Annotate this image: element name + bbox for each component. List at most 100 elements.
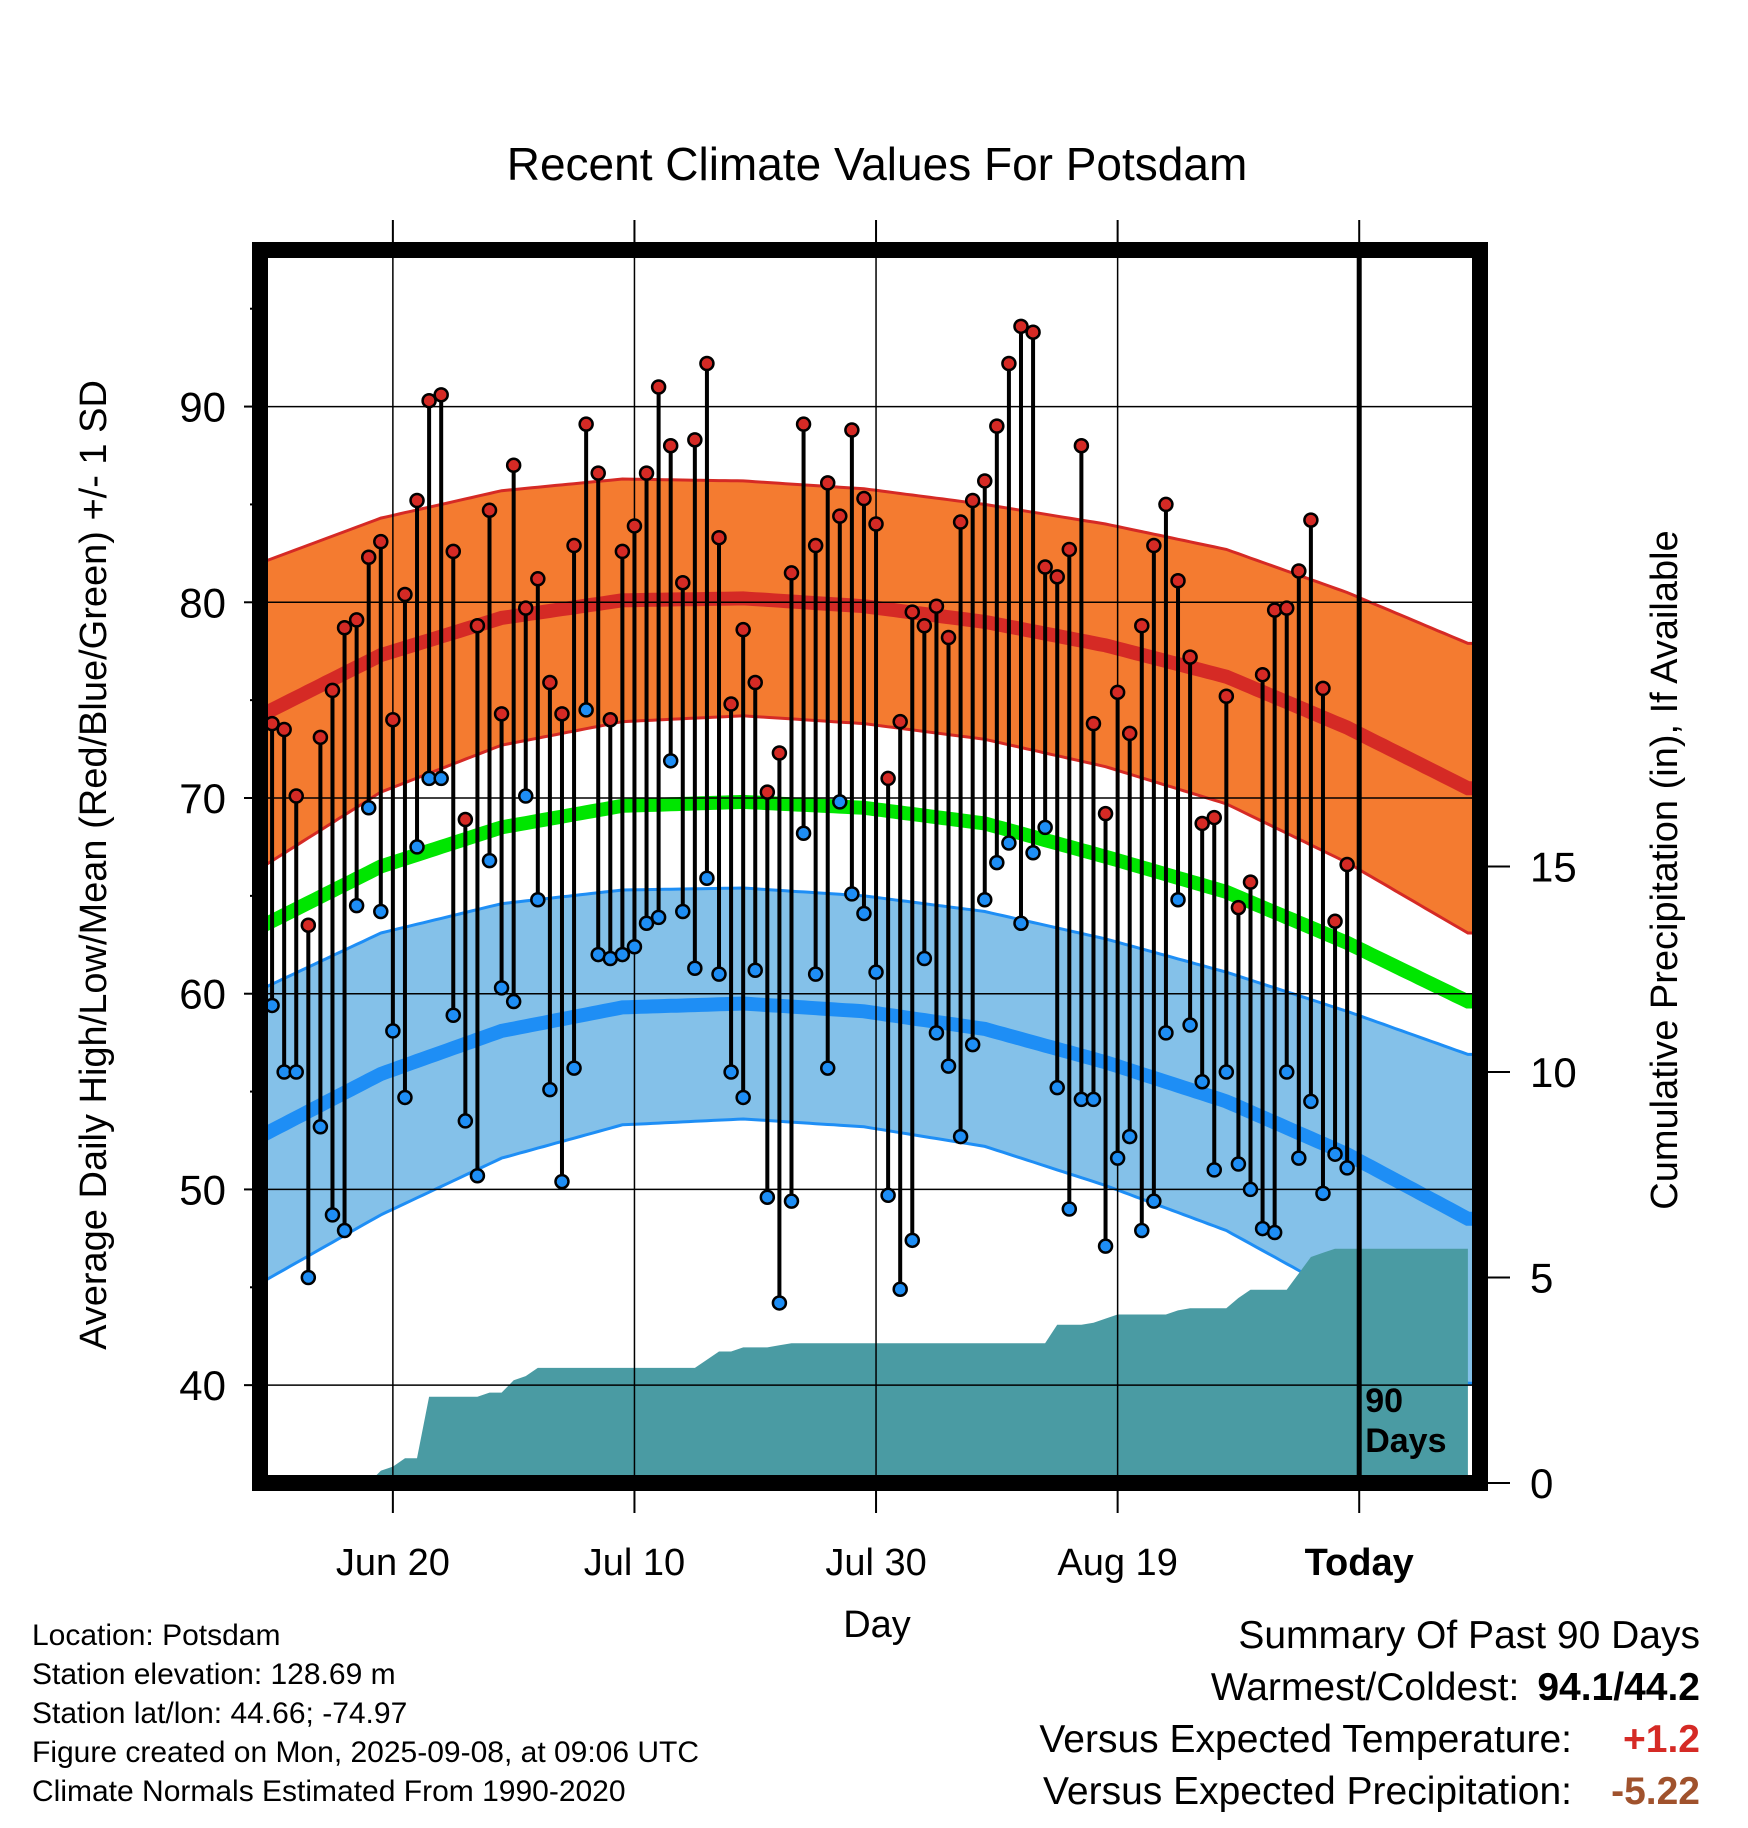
daily-low-point [711, 966, 727, 982]
low-band-lower-edge [260, 1117, 1480, 1385]
daily-low-point [735, 1089, 751, 1106]
daily-low-point [1025, 845, 1041, 861]
y2-tick-label: 15 [1530, 844, 1577, 891]
daily-high-point [614, 543, 631, 560]
daily-low-point [699, 870, 715, 886]
daily-high-point [1242, 874, 1259, 890]
daily-high-point [445, 543, 462, 560]
daily-low-point [614, 946, 631, 963]
summary-warmest-coldest: Warmest/Coldest: 94.1/44.2 [1039, 1662, 1700, 1714]
daily-high-point [517, 600, 534, 616]
daily-high-point [1278, 600, 1295, 616]
summary-title: Summary Of Past 90 Days [1238, 1614, 1700, 1657]
daily-high-point [1025, 324, 1041, 340]
daily-high-point [650, 379, 667, 395]
daily-high-point [300, 917, 317, 933]
daily-low-point [1303, 1093, 1319, 1110]
daily-low-point [928, 1025, 945, 1041]
daily-high-point [1013, 318, 1029, 335]
daily-high-point [1291, 563, 1307, 579]
daily-low-point [807, 966, 824, 982]
figure-created: Figure created on Mon, 2025-09-08, at 09… [32, 1736, 700, 1769]
daily-low-point [1339, 1160, 1355, 1176]
daily-high-point [578, 416, 594, 432]
daily-high-point [1061, 541, 1078, 558]
daily-high-point [421, 392, 437, 409]
station-info: Location: Potsdam Station elevation: 128… [32, 1616, 699, 1811]
daily-high-point [1315, 680, 1331, 697]
x-axis-label: Day [843, 1604, 911, 1646]
daily-high-point [1109, 684, 1126, 701]
daily-low-point [312, 1119, 329, 1135]
daily-low-point [1013, 915, 1029, 932]
daily-low-point [723, 1064, 739, 1080]
station-elevation: Station elevation: 128.69 m [32, 1658, 396, 1691]
daily-high-point [952, 514, 969, 530]
daily-high-point [1254, 666, 1271, 683]
daily-low-point [952, 1128, 969, 1145]
daily-low-point [1097, 1238, 1114, 1254]
y2-tick-label: 5 [1530, 1255, 1553, 1302]
temperature-departure-label: Versus Expected Temperature: [1039, 1718, 1572, 1761]
daily-low-point [505, 993, 522, 1010]
daily-high-point [493, 706, 510, 722]
daily-low-point [397, 1089, 413, 1106]
daily-low-point [445, 1007, 462, 1023]
y2-axis-label: Cumulative Precipitation (in), If Availa… [1644, 530, 1686, 1209]
daily-low-point [916, 950, 933, 967]
daily-low-point [1049, 1079, 1065, 1096]
daily-high-point [892, 713, 908, 730]
daily-low-point [687, 960, 703, 977]
daily-high-point [723, 696, 739, 712]
daily-high-point [566, 537, 582, 554]
daily-low-point [964, 1036, 981, 1053]
daily-low-point [324, 1207, 341, 1223]
daily-high-point [324, 682, 341, 699]
x-tick-label: Today [1305, 1542, 1414, 1584]
warmest-coldest-label: Warmest/Coldest: [1210, 1666, 1520, 1709]
daily-low-point [360, 800, 377, 816]
daily-low-point [300, 1269, 317, 1286]
daily-high-point [530, 571, 546, 587]
daily-high-point [602, 711, 619, 728]
daily-low-point [759, 1189, 776, 1206]
daily-high-point [844, 422, 860, 438]
daily-low-point [1109, 1150, 1126, 1166]
daily-high-point [457, 811, 474, 828]
daily-high-point [373, 533, 389, 550]
daily-low-point [904, 1232, 921, 1249]
x-tick-label: Jun 20 [336, 1542, 450, 1584]
y-tick-label: 50 [179, 1166, 226, 1213]
warmest-coldest-value: 94.1/44.2 [1537, 1666, 1700, 1709]
daily-low-point [1182, 1017, 1198, 1033]
daily-high-point [735, 621, 751, 638]
x-tick-label: Aug 19 [1057, 1542, 1177, 1584]
daily-low-point [675, 903, 691, 920]
daily-low-point [1242, 1181, 1259, 1198]
daily-high-point [1327, 913, 1343, 930]
daily-low-point [1291, 1150, 1307, 1166]
daily-high-point [1037, 559, 1053, 575]
daily-low-point [517, 788, 534, 804]
daily-high-point [880, 770, 896, 787]
daily-high-point [1073, 437, 1090, 454]
high-band-upper-edge [260, 477, 1480, 645]
daily-low-point [542, 1081, 558, 1098]
daily-low-point [892, 1281, 908, 1297]
daily-high-point [1134, 618, 1150, 634]
daily-high-point [1146, 537, 1162, 554]
daily-high-point [385, 711, 401, 728]
summary-temperature: Versus Expected Temperature: +1.2 [1039, 1714, 1700, 1766]
daily-high-point [771, 745, 788, 761]
daily-low-point [288, 1064, 304, 1080]
daily-high-point [711, 529, 727, 546]
daily-low-point [1146, 1193, 1162, 1209]
daily-low-point [1121, 1128, 1138, 1145]
daily-high-point [699, 355, 715, 372]
daily-high-point [819, 475, 836, 491]
y-axis-label: Average Daily High/Low/Mean (Red/Blue/Gr… [73, 380, 115, 1350]
daily-low-point [626, 938, 643, 955]
normal-mean-line [260, 794, 1480, 1009]
daily-low-point [1037, 819, 1053, 836]
y-tick-label: 80 [179, 579, 226, 626]
